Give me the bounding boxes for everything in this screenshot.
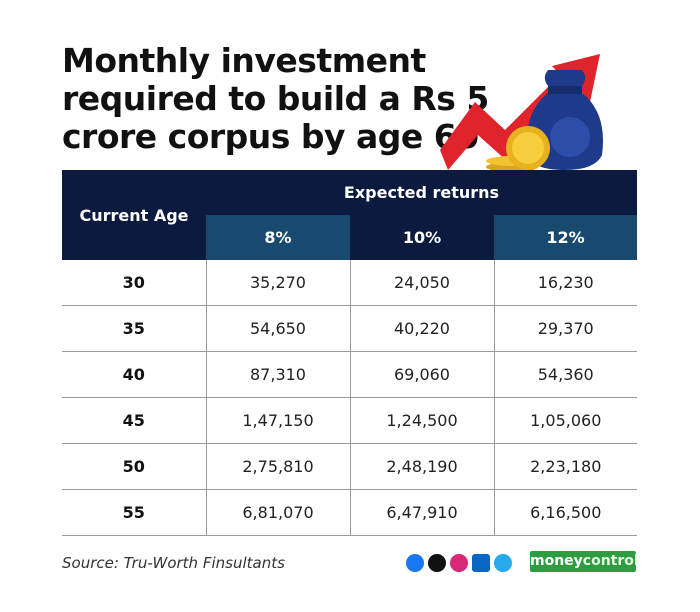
social-icons bbox=[406, 554, 512, 572]
table-row: 45 1,47,150 1,24,500 1,05,060 bbox=[62, 397, 637, 444]
first-header: Current Age bbox=[62, 170, 206, 260]
value-cell: 6,47,910 bbox=[349, 489, 494, 536]
value-cell: 54,650 bbox=[205, 305, 350, 352]
table-row: 55 6,81,070 6,47,910 6,16,500 bbox=[62, 489, 637, 536]
logo: moneycontrol bbox=[530, 551, 639, 572]
data-table: Current Age Expected returns 8% 10% 12% 30… bbox=[62, 170, 637, 536]
value-cell: 6,16,500 bbox=[493, 489, 637, 536]
age-cell: 40 bbox=[62, 351, 206, 398]
group-header: Expected returns bbox=[206, 170, 637, 215]
value-cell: 1,24,500 bbox=[349, 397, 494, 444]
sub-header: 8% bbox=[206, 215, 350, 260]
value-cell: 16,230 bbox=[493, 260, 637, 306]
value-cell: 24,050 bbox=[349, 260, 494, 306]
table-row: 30 35,270 24,050 16,230 bbox=[62, 260, 637, 306]
value-cell: 29,370 bbox=[493, 305, 637, 352]
value-cell: 6,81,070 bbox=[205, 489, 350, 536]
value-cell: 54,360 bbox=[493, 351, 637, 398]
age-cell: 30 bbox=[62, 260, 206, 306]
value-cell: 2,48,190 bbox=[349, 443, 494, 490]
logo-control: control bbox=[582, 553, 639, 569]
value-cell: 40,220 bbox=[349, 305, 494, 352]
source: Source: Tru-Worth Finsultants bbox=[62, 554, 285, 572]
title-line: Monthly investment bbox=[62, 41, 426, 80]
illustration bbox=[440, 54, 603, 172]
value-cell: 2,23,180 bbox=[493, 443, 637, 490]
sub-header: 12% bbox=[494, 215, 637, 260]
age-cell: 50 bbox=[62, 443, 206, 490]
age-cell: 35 bbox=[62, 305, 206, 352]
value-cell: 2,75,810 bbox=[205, 443, 350, 490]
table-row: 50 2,75,810 2,48,190 2,23,180 bbox=[62, 443, 637, 490]
title-line: required to build a Rs 5 bbox=[62, 79, 489, 118]
age-cell: 55 bbox=[62, 489, 206, 536]
table-row: 40 87,310 69,060 54,360 bbox=[62, 351, 637, 398]
age-cell: 45 bbox=[62, 397, 206, 444]
sub-header: 10% bbox=[350, 215, 494, 260]
value-cell: 1,47,150 bbox=[205, 397, 350, 444]
value-cell: 87,310 bbox=[205, 351, 350, 398]
logo-money: money bbox=[530, 553, 583, 569]
value-cell: 1,05,060 bbox=[493, 397, 637, 444]
title-line: crore corpus by age 60 bbox=[62, 117, 479, 156]
title: Monthly investment required to build a Rs… bbox=[62, 42, 489, 156]
value-cell: 35,270 bbox=[205, 260, 350, 306]
table-row: 35 54,650 40,220 29,370 bbox=[62, 305, 637, 352]
value-cell: 69,060 bbox=[349, 351, 494, 398]
